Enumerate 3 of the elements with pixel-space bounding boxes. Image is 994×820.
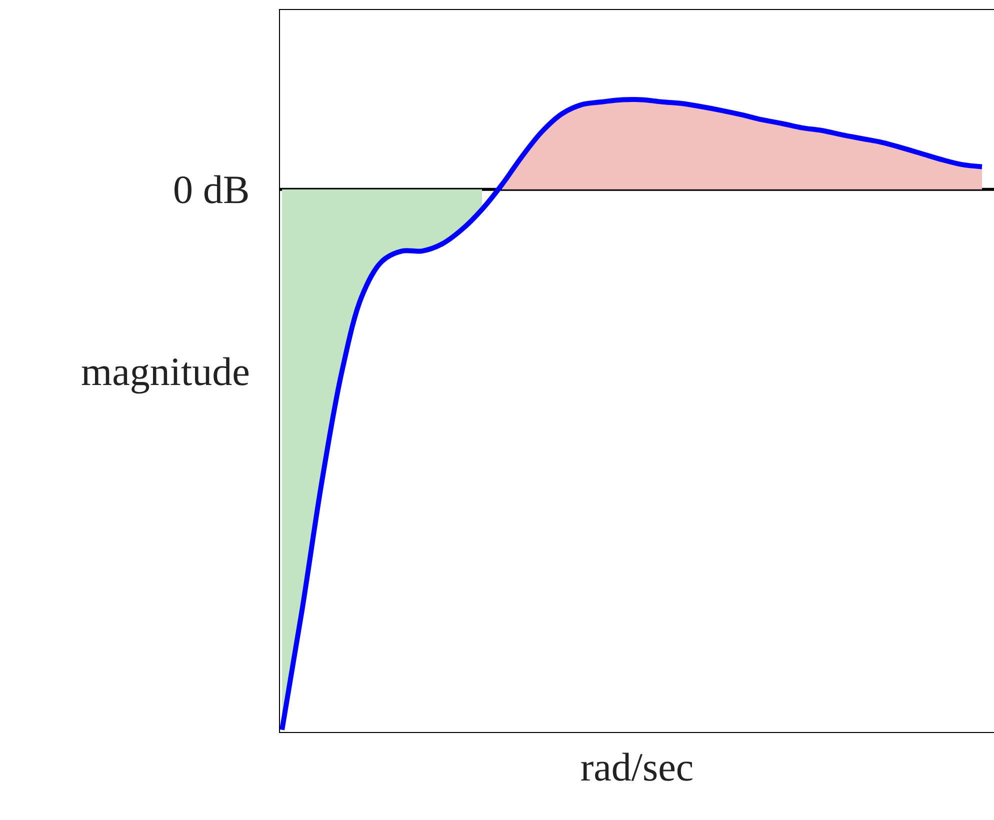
ref-line-label: 0 dB [173, 167, 250, 212]
y-axis-title: magnitude [81, 349, 250, 394]
x-axis-title: rad/sec [580, 744, 694, 790]
